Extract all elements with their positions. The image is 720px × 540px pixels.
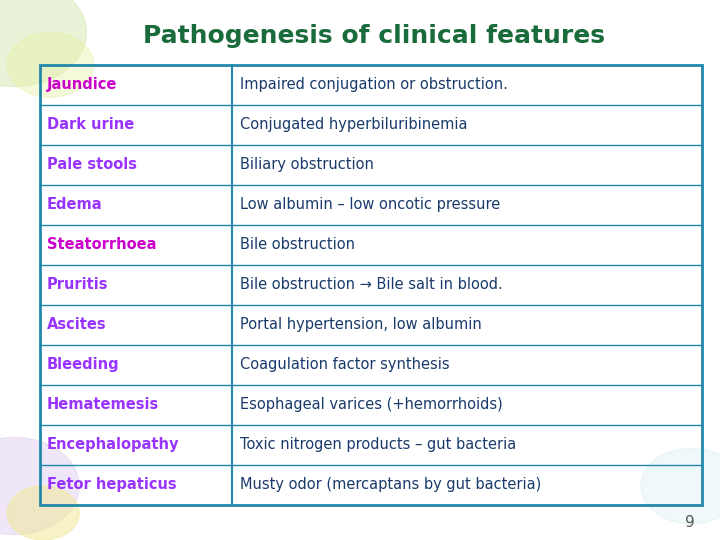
Circle shape xyxy=(7,486,79,540)
Text: Ascites: Ascites xyxy=(47,318,107,332)
Text: Esophageal varices (+hemorrhoids): Esophageal varices (+hemorrhoids) xyxy=(240,397,503,413)
Text: Toxic nitrogen products – gut bacteria: Toxic nitrogen products – gut bacteria xyxy=(240,437,516,453)
Text: Conjugated hyperbiluribinemia: Conjugated hyperbiluribinemia xyxy=(240,117,468,132)
Text: Hematemesis: Hematemesis xyxy=(47,397,159,413)
Circle shape xyxy=(7,32,94,97)
Text: Bile obstruction: Bile obstruction xyxy=(240,238,356,252)
Text: Bile obstruction → Bile salt in blood.: Bile obstruction → Bile salt in blood. xyxy=(240,278,503,292)
Text: Fetor hepaticus: Fetor hepaticus xyxy=(47,477,176,492)
Text: Coagulation factor synthesis: Coagulation factor synthesis xyxy=(240,357,450,373)
Text: Jaundice: Jaundice xyxy=(47,77,117,92)
Text: Pale stools: Pale stools xyxy=(47,157,137,172)
Circle shape xyxy=(0,437,79,535)
Text: Portal hypertension, low albumin: Portal hypertension, low albumin xyxy=(240,318,482,332)
Text: Impaired conjugation or obstruction.: Impaired conjugation or obstruction. xyxy=(240,77,508,92)
Text: Low albumin – low oncotic pressure: Low albumin – low oncotic pressure xyxy=(240,197,500,212)
Text: Musty odor (mercaptans by gut bacteria): Musty odor (mercaptans by gut bacteria) xyxy=(240,477,541,492)
Text: 9: 9 xyxy=(685,515,695,530)
Text: Encephalopathy: Encephalopathy xyxy=(47,437,179,453)
Circle shape xyxy=(0,0,86,86)
Text: Bleeding: Bleeding xyxy=(47,357,120,373)
Text: Pathogenesis of clinical features: Pathogenesis of clinical features xyxy=(143,24,606,48)
Text: Edema: Edema xyxy=(47,197,102,212)
Text: Pruritis: Pruritis xyxy=(47,278,108,292)
Text: Steatorrhoea: Steatorrhoea xyxy=(47,238,156,252)
Text: Biliary obstruction: Biliary obstruction xyxy=(240,157,374,172)
Circle shape xyxy=(641,448,720,524)
Text: Dark urine: Dark urine xyxy=(47,117,134,132)
